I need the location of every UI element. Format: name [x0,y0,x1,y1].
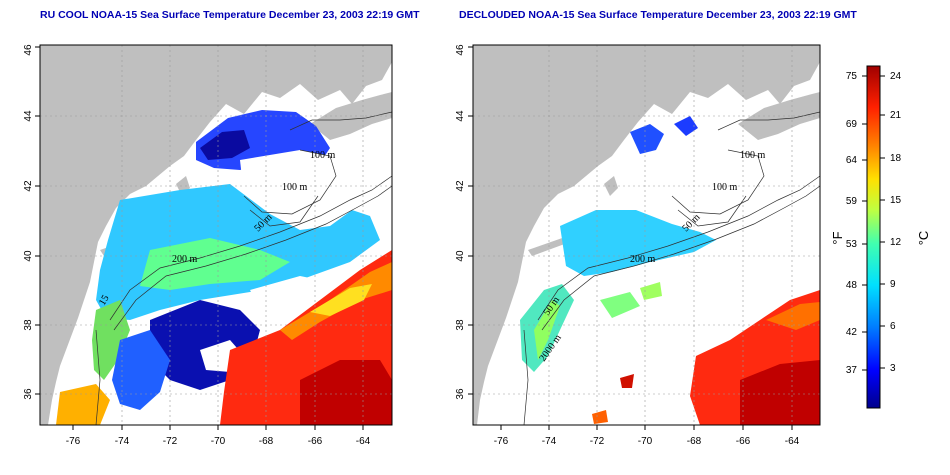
right-lon-tick: -64 [785,436,800,447]
right-lat-tick: 40 [455,250,466,262]
left-contour-label-4: 200 m [172,254,198,265]
colorbar: 75 69 64 59 53 48 42 37 24 21 18 15 12 9… [830,65,931,409]
right-sst-small-orange [592,410,608,424]
right-lon-tick: -70 [638,436,653,447]
colorbar-fahrenheit-label: °F [830,231,845,244]
colorbar-c-tick: 18 [890,153,902,164]
colorbar-f-tick: 53 [846,239,858,250]
left-lat-tick: 40 [23,250,34,262]
left-map-frame [39,44,393,426]
right-lon-tick: -72 [590,436,605,447]
right-sst-coastal-green [534,300,560,360]
left-land [40,45,392,425]
colorbar-ticks [862,75,885,371]
colorbar-c-tick: 6 [890,321,896,332]
left-lat-tick: 42 [23,180,34,192]
colorbar-c-tick: 12 [890,237,902,248]
left-sst-green-band [140,238,290,290]
left-lon-tick: -66 [308,436,323,447]
right-land [473,45,820,425]
colorbar-f-tick: 75 [846,71,858,82]
right-lon-tick: -74 [542,436,557,447]
right-contour-label-4: 200 m [630,254,656,265]
colorbar-c-tick: 3 [890,363,896,374]
right-sst-offshore-1 [640,282,662,300]
right-map: 100 m 100 m 50 m 200 m 50 m 2000 m -76 -… [455,44,821,447]
colorbar-f-tick: 59 [846,196,858,207]
right-lat-tick: 46 [455,44,466,56]
right-sst-orange [766,302,820,330]
right-sst-north-patch-2 [674,116,698,136]
colorbar-f-tick: 48 [846,280,858,291]
left-lon-tick: -76 [66,436,81,447]
right-sst-shelf [560,210,716,276]
left-lon-tick: -72 [163,436,178,447]
right-map-title: DECLOUDED NOAA-15 Sea Surface Temperatur… [459,9,857,21]
colorbar-f-tick: 64 [846,155,858,166]
left-contour-label-1: 100 m [310,150,336,161]
left-lon-tick: -74 [115,436,130,447]
left-sst-dark-north [200,130,250,160]
colorbar-f-tick: 69 [846,119,858,130]
left-contour-label-2: 100 m [282,182,308,193]
left-lon-tick: -64 [356,436,371,447]
right-lat-tick: 36 [455,388,466,400]
colorbar-c-tick: 9 [890,279,896,290]
left-lat-tick: 44 [23,110,34,122]
left-sst-yellow [310,284,372,316]
right-lat-tick: 38 [455,319,466,331]
right-sst-deep-red [740,360,820,425]
colorbar-c-tick: 21 [890,110,902,121]
left-lat-tick: 36 [23,388,34,400]
right-lat-tick: 42 [455,180,466,192]
left-lat-tick: 38 [23,319,34,331]
right-lat-tick: 44 [455,110,466,122]
right-sst-north-patch [630,124,664,154]
colorbar-f-tick: 37 [846,365,858,376]
right-lon-tick: -66 [736,436,751,447]
left-lon-tick: -70 [211,436,226,447]
right-contour-label-2: 100 m [712,182,738,193]
left-contour-label-5: 15 [97,293,112,307]
right-map-frame [472,44,821,426]
right-lon-tick: -68 [687,436,702,447]
left-sst-coastal-green [92,300,130,380]
left-map-title: RU COOL NOAA-15 Sea Surface Temperature … [40,9,420,21]
colorbar-c-tick: 15 [890,195,902,206]
right-cape-cod [604,176,618,196]
left-lat-tick: 46 [23,44,34,56]
right-sst-small-red [620,374,634,388]
left-sst-blue-swath [112,330,170,410]
left-sst-deep-red [300,360,392,425]
right-contour-label-1: 100 m [740,150,766,161]
left-graticule [40,45,392,425]
colorbar-gradient [866,65,881,409]
colorbar-celsius-label: °C [916,231,931,246]
right-lon-tick: -76 [494,436,509,447]
left-ticks [35,46,364,430]
left-map: 100 m 100 m 50 m 200 m 15 -76 -74 -72 -7… [23,44,393,447]
left-lon-tick: -68 [259,436,274,447]
colorbar-c-tick: 24 [890,71,902,82]
right-graticule [473,45,820,425]
right-sst-offshore-2 [600,292,640,318]
colorbar-f-tick: 42 [846,327,858,338]
left-gulf-white [240,150,336,214]
right-ticks [468,46,793,430]
